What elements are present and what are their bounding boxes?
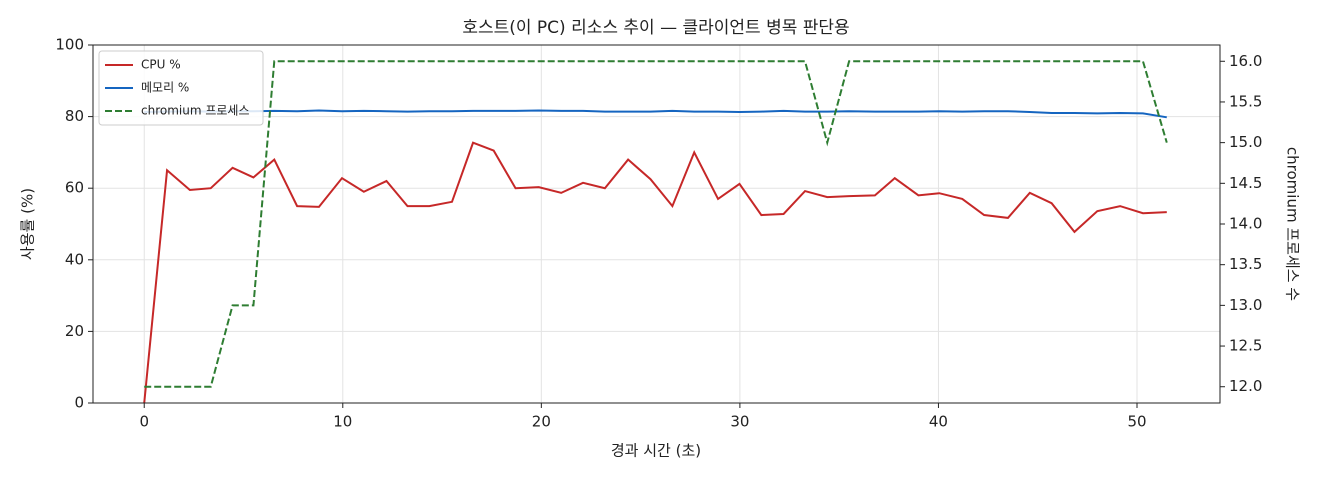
y-tick-label: 0 bbox=[74, 394, 84, 412]
x-tick-label: 30 bbox=[730, 413, 749, 431]
legend-label: CPU % bbox=[141, 58, 181, 72]
y2-tick-label: 12.5 bbox=[1229, 337, 1262, 355]
y-tick-label: 60 bbox=[65, 179, 84, 197]
y2-tick-label: 15.0 bbox=[1229, 133, 1262, 151]
y-tick-label: 100 bbox=[55, 36, 84, 54]
y-tick-label: 20 bbox=[65, 322, 84, 340]
x-tick-label: 50 bbox=[1127, 413, 1146, 431]
x-tick-label: 0 bbox=[139, 413, 149, 431]
y2-tick-label: 13.0 bbox=[1229, 296, 1262, 314]
y2-tick-label: 14.0 bbox=[1229, 215, 1262, 233]
x-tick-label: 10 bbox=[333, 413, 352, 431]
series-line bbox=[143, 141, 1167, 404]
x-axis-label: 경과 시간 (초) bbox=[611, 442, 701, 460]
legend-label: chromium 프로세스 bbox=[141, 104, 250, 118]
chart-title: 호스트(이 PC) 리소스 추이 — 클라이언트 병목 판단용 bbox=[462, 18, 849, 38]
y2-tick-label: 13.5 bbox=[1229, 255, 1262, 273]
x-tick-label: 20 bbox=[532, 413, 551, 431]
plot-frame bbox=[92, 44, 1221, 404]
y2-tick-label: 12.0 bbox=[1229, 377, 1262, 395]
legend-label: 메모리 % bbox=[141, 81, 189, 95]
y2-tick-label: 16.0 bbox=[1229, 52, 1262, 70]
legend-box bbox=[98, 50, 264, 126]
series-line bbox=[144, 60, 1168, 388]
y2-tick-label: 14.5 bbox=[1229, 174, 1262, 192]
y2-axis-label: chromium 프로세스 수 bbox=[1284, 147, 1302, 301]
x-tick-label: 40 bbox=[929, 413, 948, 431]
y-tick-label: 40 bbox=[65, 250, 84, 268]
series-line bbox=[144, 109, 1167, 119]
y-tick-label: 80 bbox=[65, 107, 84, 125]
y2-tick-label: 15.5 bbox=[1229, 92, 1262, 110]
y-axis-label: 사용률 (%) bbox=[19, 188, 37, 260]
